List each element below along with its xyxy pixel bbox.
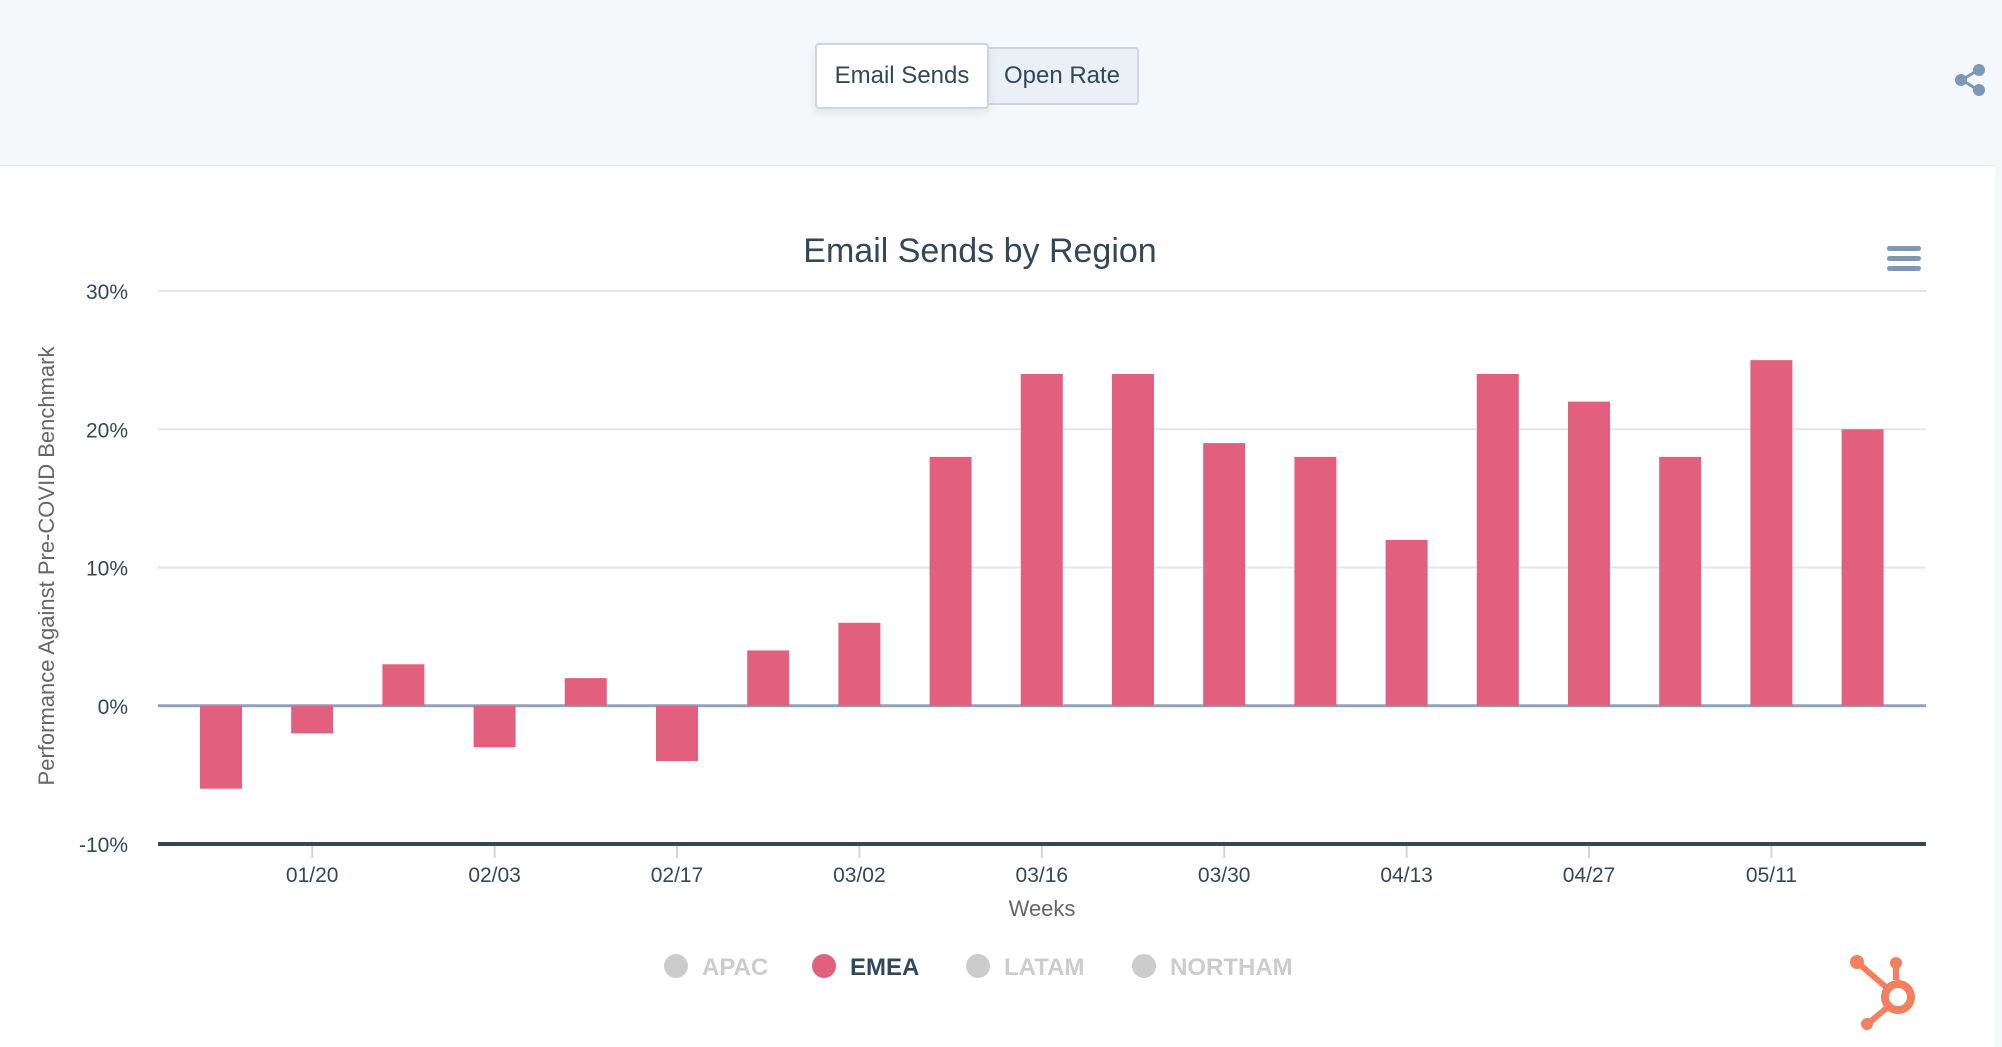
y-tick-label: 30%: [86, 281, 128, 304]
bar-emea-05-18[interactable]: [1841, 429, 1884, 706]
legend-item-apac[interactable]: APAC: [664, 954, 768, 981]
bar-emea-04-27[interactable]: [1568, 401, 1610, 706]
bar-emea-03-02[interactable]: [838, 622, 881, 706]
legend-marker-icon: [664, 954, 688, 978]
bar-emea-01-27[interactable]: [382, 664, 425, 706]
bar-emea-05-04[interactable]: [1659, 456, 1702, 706]
chart-menu-icon[interactable]: [1887, 246, 1921, 271]
bar-emea-03-16[interactable]: [1020, 373, 1063, 706]
share-icon[interactable]: [1952, 62, 1988, 98]
x-tick-label: 01/20: [286, 864, 339, 887]
email-sends-button[interactable]: Email Sends: [815, 43, 989, 109]
chart-title: Email Sends by Region: [803, 232, 1156, 270]
y-tick-label: 0%: [98, 696, 128, 719]
x-tick-label: 03/16: [1016, 864, 1069, 887]
x-tick-label: 04/27: [1563, 864, 1616, 887]
metric-toggle: Email Sends Open Rate: [815, 43, 1139, 109]
bar-emea-04-13[interactable]: [1385, 539, 1428, 706]
x-tick-label: 03/02: [833, 864, 886, 887]
legend-item-northam[interactable]: NORTHAM: [1132, 954, 1293, 981]
x-tick-label: 05/11: [1746, 864, 1797, 887]
bar-emea-04-06[interactable]: [1294, 456, 1337, 706]
x-axis-title: Weeks: [1009, 896, 1076, 921]
x-tick-label: 02/17: [651, 864, 704, 887]
bar-emea-03-30[interactable]: [1203, 443, 1246, 706]
bar-emea-02-10[interactable]: [564, 678, 607, 706]
open-rate-button[interactable]: Open Rate: [987, 47, 1139, 105]
y-axis-title: Performance Against Pre-COVID Benchmark: [34, 346, 59, 786]
legend-marker-icon: [812, 954, 836, 978]
bar-emea-02-17[interactable]: [656, 705, 698, 762]
bar-emea-01-20[interactable]: [291, 705, 334, 734]
legend-item-latam[interactable]: LATAM: [966, 954, 1084, 981]
hubspot-logo: [1850, 955, 1915, 1030]
y-tick-label: 10%: [86, 558, 128, 581]
bar-emea-05-11[interactable]: [1750, 360, 1793, 706]
header: Email Sends Open Rate: [0, 0, 2002, 165]
legend-label: LATAM: [1004, 954, 1084, 981]
bar-emea-03-23[interactable]: [1112, 373, 1154, 706]
legend-marker-icon: [966, 954, 990, 978]
bar-emea-01-13[interactable]: [200, 705, 242, 789]
y-tick-label: -10%: [79, 834, 128, 857]
bar-emea-02-03[interactable]: [473, 705, 516, 748]
bar-emea-03-09[interactable]: [929, 456, 972, 706]
x-tick-label: 04/13: [1380, 864, 1433, 887]
bar-emea-02-24[interactable]: [747, 650, 790, 706]
legend-marker-icon: [1132, 954, 1156, 978]
bar-emea-04-20[interactable]: [1476, 373, 1519, 706]
x-tick-label: 02/03: [468, 864, 521, 887]
x-tick-label: 03/30: [1198, 864, 1251, 887]
y-tick-label: 20%: [86, 419, 128, 442]
legend-label: EMEA: [850, 954, 919, 981]
legend-item-emea[interactable]: EMEA: [812, 954, 919, 981]
legend-label: APAC: [702, 954, 768, 981]
legend-label: NORTHAM: [1170, 954, 1293, 981]
